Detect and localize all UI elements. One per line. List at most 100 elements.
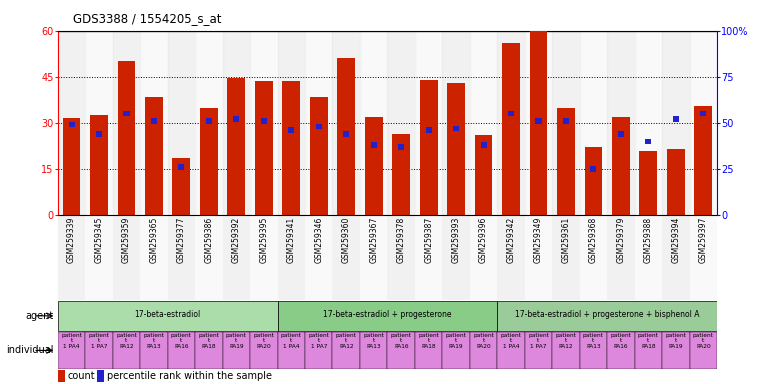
Bar bbox=[278, 332, 305, 369]
Text: GSM259386: GSM259386 bbox=[204, 217, 214, 263]
Text: GSM259393: GSM259393 bbox=[452, 217, 460, 263]
Bar bbox=[305, 31, 332, 215]
Bar bbox=[140, 332, 167, 369]
Bar bbox=[310, 97, 328, 215]
Text: GSM259387: GSM259387 bbox=[424, 217, 433, 263]
Text: patient
t
PA12: patient t PA12 bbox=[116, 333, 137, 349]
Text: count: count bbox=[68, 371, 96, 381]
Bar bbox=[470, 31, 497, 215]
Bar bbox=[113, 31, 140, 215]
Bar bbox=[360, 332, 387, 369]
Bar bbox=[86, 215, 113, 300]
Bar bbox=[525, 31, 552, 215]
Bar bbox=[470, 215, 497, 300]
Text: agent: agent bbox=[25, 311, 54, 321]
Bar bbox=[443, 332, 470, 369]
Bar bbox=[580, 332, 607, 369]
Text: percentile rank within the sample: percentile rank within the sample bbox=[107, 371, 272, 381]
Text: patient
t
1 PA7: patient t 1 PA7 bbox=[89, 333, 109, 349]
Bar bbox=[662, 332, 689, 369]
Text: GSM259346: GSM259346 bbox=[315, 217, 323, 263]
Bar bbox=[250, 215, 278, 300]
Bar bbox=[234, 116, 239, 122]
Bar bbox=[398, 144, 404, 150]
Text: patient
t
PA16: patient t PA16 bbox=[391, 333, 412, 349]
Bar bbox=[195, 31, 223, 215]
Text: patient
t
PA16: patient t PA16 bbox=[611, 333, 631, 349]
Bar bbox=[635, 332, 662, 369]
Bar bbox=[250, 332, 278, 369]
Bar bbox=[552, 332, 580, 369]
Bar bbox=[695, 106, 712, 215]
Bar bbox=[607, 332, 635, 369]
Bar bbox=[525, 215, 552, 300]
Bar bbox=[662, 31, 689, 215]
Bar bbox=[618, 131, 624, 137]
Text: GSM259378: GSM259378 bbox=[396, 217, 406, 263]
Bar bbox=[151, 118, 157, 124]
Bar bbox=[415, 332, 443, 369]
Bar bbox=[607, 215, 635, 300]
Text: patient
t
PA19: patient t PA19 bbox=[665, 333, 686, 349]
Bar bbox=[167, 31, 195, 215]
Text: GSM259379: GSM259379 bbox=[616, 217, 625, 263]
Bar bbox=[552, 215, 580, 300]
Bar bbox=[332, 31, 360, 215]
Bar bbox=[419, 80, 438, 215]
Bar bbox=[113, 215, 140, 300]
Bar bbox=[223, 31, 250, 215]
Text: patient
t
1 PA7: patient t 1 PA7 bbox=[528, 333, 549, 349]
Text: GSM259349: GSM259349 bbox=[534, 217, 543, 263]
Bar bbox=[480, 142, 487, 148]
Bar bbox=[195, 332, 223, 369]
Text: GSM259345: GSM259345 bbox=[95, 217, 103, 263]
Text: GSM259365: GSM259365 bbox=[150, 217, 159, 263]
Bar bbox=[223, 332, 250, 369]
Bar bbox=[453, 126, 459, 131]
Text: GSM259388: GSM259388 bbox=[644, 217, 653, 263]
Text: GSM259394: GSM259394 bbox=[672, 217, 680, 263]
Bar bbox=[343, 131, 349, 137]
Bar bbox=[90, 115, 108, 215]
Text: patient
t
1 PA4: patient t 1 PA4 bbox=[61, 333, 82, 349]
Bar bbox=[86, 31, 113, 215]
Text: patient
t
PA12: patient t PA12 bbox=[336, 333, 357, 349]
Bar bbox=[415, 31, 443, 215]
Bar bbox=[58, 31, 86, 215]
Bar bbox=[387, 31, 415, 215]
Text: patient
t
PA20: patient t PA20 bbox=[254, 333, 274, 349]
Bar bbox=[475, 135, 493, 215]
Bar bbox=[536, 118, 541, 124]
Bar bbox=[584, 147, 602, 215]
Bar bbox=[167, 215, 195, 300]
Bar bbox=[261, 118, 267, 124]
Text: 17-beta-estradiol + progesterone + bisphenol A: 17-beta-estradiol + progesterone + bisph… bbox=[515, 310, 699, 319]
Bar bbox=[227, 78, 245, 215]
Text: patient
t
PA18: patient t PA18 bbox=[198, 333, 219, 349]
Bar bbox=[250, 31, 278, 215]
Bar bbox=[206, 118, 212, 124]
Text: individual: individual bbox=[6, 345, 54, 356]
Bar bbox=[552, 31, 580, 215]
Bar bbox=[305, 332, 332, 369]
Bar bbox=[365, 117, 382, 215]
Bar bbox=[69, 122, 75, 127]
Bar bbox=[443, 215, 470, 300]
Bar bbox=[387, 215, 415, 300]
Bar bbox=[497, 215, 525, 300]
Text: patient
t
PA19: patient t PA19 bbox=[446, 333, 466, 349]
Bar bbox=[689, 215, 717, 300]
Bar bbox=[387, 332, 415, 369]
Text: GSM259396: GSM259396 bbox=[479, 217, 488, 263]
Bar bbox=[223, 215, 250, 300]
Bar bbox=[58, 370, 65, 382]
Text: patient
t
PA18: patient t PA18 bbox=[418, 333, 439, 349]
Bar bbox=[178, 164, 184, 170]
Bar bbox=[282, 81, 300, 215]
Text: GSM259341: GSM259341 bbox=[287, 217, 296, 263]
Bar bbox=[200, 108, 218, 215]
Text: GSM259359: GSM259359 bbox=[122, 217, 131, 263]
Bar bbox=[392, 134, 410, 215]
Bar bbox=[443, 31, 470, 215]
Bar bbox=[662, 215, 689, 300]
